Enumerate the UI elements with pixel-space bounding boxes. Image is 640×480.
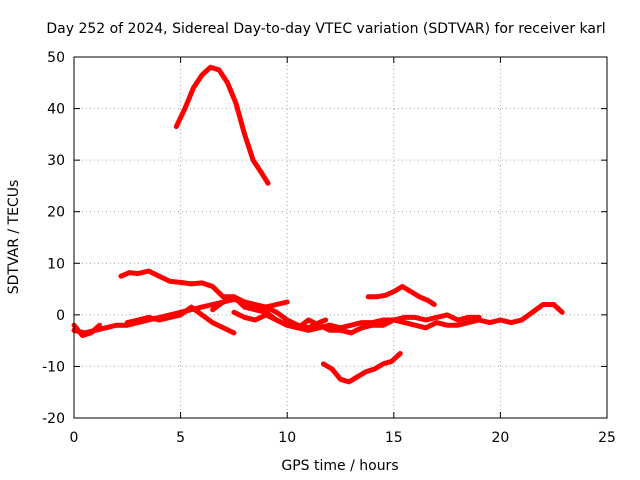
y-tick-label: -10 xyxy=(42,359,65,375)
y-tick-label: 30 xyxy=(47,153,65,169)
series-line-arc-a xyxy=(118,268,329,331)
axis-ticks: 0 5 10 15 20 25 -20 -10 0 10 20 30 40 50 xyxy=(42,50,616,446)
grid xyxy=(74,57,607,418)
plot-frame xyxy=(73,56,608,419)
series-layer xyxy=(71,64,565,385)
x-tick-label: 5 xyxy=(176,430,185,446)
y-axis-label: SDTVAR / TECUs xyxy=(6,180,22,295)
y-tick-label: 40 xyxy=(47,102,65,118)
series-line-arc-c xyxy=(71,322,103,338)
x-tick-label: 20 xyxy=(491,430,509,446)
y-tick-label: 0 xyxy=(56,308,65,324)
x-tick-label: 15 xyxy=(385,430,403,446)
y-tick-label: 20 xyxy=(47,205,65,221)
x-tick-label: 25 xyxy=(598,430,616,446)
x-tick-label: 10 xyxy=(278,430,296,446)
y-tick-label: 50 xyxy=(47,50,65,66)
x-axis-label: GPS time / hours xyxy=(281,458,398,474)
series-line-arc-h xyxy=(320,351,403,385)
y-tick-label: -20 xyxy=(42,411,65,427)
chart-title: Day 252 of 2024, Sidereal Day-to-day VTE… xyxy=(46,21,605,37)
series-line-arc-f xyxy=(231,309,482,333)
y-tick-label: 10 xyxy=(47,256,65,272)
series-line-arc-g xyxy=(365,284,437,307)
x-tick-label: 0 xyxy=(70,430,79,446)
series-line-arc-d xyxy=(124,304,237,336)
series-line-arc-high xyxy=(173,64,271,186)
